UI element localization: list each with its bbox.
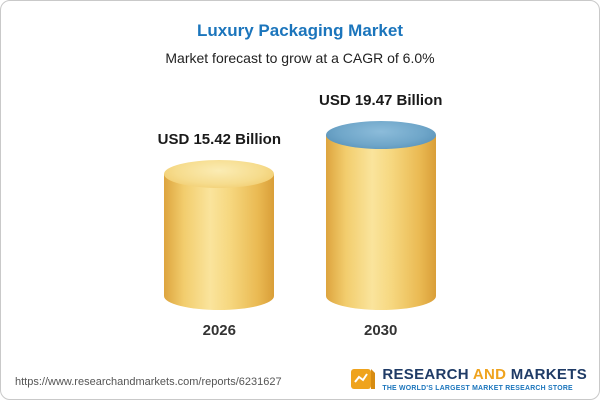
brand-word-research: RESEARCH — [382, 366, 469, 383]
researchandmarkets-logo: RESEARCH AND MARKETS THE WORLD'S LARGEST… — [350, 366, 587, 392]
brand-word-and: AND — [472, 366, 507, 383]
category-label-2026: 2026 — [202, 322, 236, 339]
brand-tagline: THE WORLD'S LARGEST MARKET RESEARCH STOR… — [382, 385, 573, 392]
logo-text: RESEARCH AND MARKETS THE WORLD'S LARGEST… — [382, 366, 587, 392]
brand-word-markets: MARKETS — [510, 366, 587, 383]
value-label-2030: USD 19.47 Billion — [319, 92, 443, 109]
bar-group-2026: USD 15.42 Billion 2026 — [158, 131, 281, 339]
cylinder-bar-2026 — [164, 160, 275, 310]
bar-group-2030: USD 19.47 Billion 2030 — [319, 92, 442, 339]
growth-segment — [325, 121, 436, 174]
category-label-2030: 2030 — [364, 322, 398, 339]
chart-title: Luxury Packaging Market — [197, 21, 403, 40]
bar-chart: USD 15.42 Billion 2026 USD 19.47 Billion… — [1, 92, 599, 339]
bar-top-cap — [164, 160, 275, 188]
cylinder-bar-2030 — [325, 121, 436, 310]
footer: https://www.researchandmarkets.com/repor… — [15, 366, 587, 392]
value-label-2026: USD 15.42 Billion — [157, 131, 281, 148]
researchandmarkets-logo-icon — [351, 369, 376, 389]
brand-name: RESEARCH AND MARKETS — [382, 366, 587, 383]
bar-body-gold — [325, 135, 436, 310]
growth-segment-top-cap — [325, 121, 436, 149]
bar-body-gold — [164, 174, 275, 310]
source-url[interactable]: https://www.researchandmarkets.com/repor… — [15, 376, 282, 388]
chart-subtitle: Market forecast to grow at a CAGR of 6.0… — [165, 50, 435, 66]
